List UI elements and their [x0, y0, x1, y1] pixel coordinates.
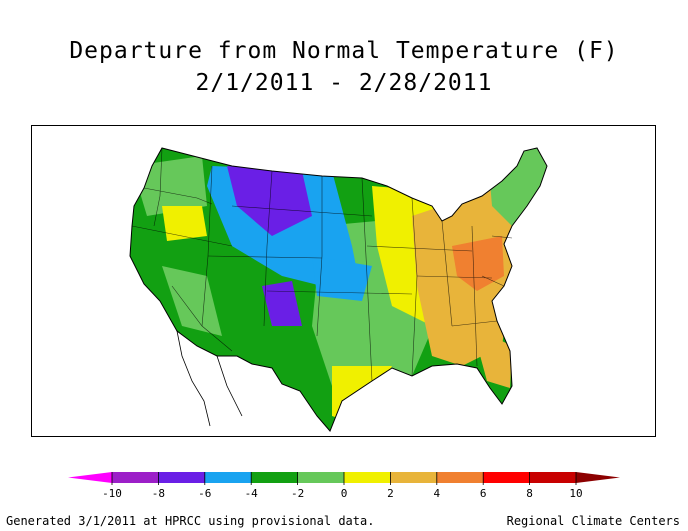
- date-range: 2/1/2011 - 2/28/2011: [195, 70, 493, 96]
- anomaly-region: [227, 166, 312, 236]
- legend-bin: [390, 472, 437, 483]
- footer-generated-note: Generated 3/1/2011 at HPRCC using provis…: [6, 514, 375, 528]
- temperature-anomaly-fill: [130, 148, 547, 431]
- state-boundaries: [131, 147, 513, 382]
- legend-tick-label: 10: [569, 487, 582, 500]
- color-legend: -10 -8 -6 -4 -2 0 2 4 6 8 10: [0, 466, 688, 506]
- anomaly-region: [312, 256, 372, 301]
- anomaly-region: [472, 326, 512, 388]
- legend-tick-label: -10: [102, 487, 122, 500]
- legend-bin: [483, 472, 530, 483]
- legend-tick-label: 4: [433, 487, 440, 500]
- legend-tick-label: -4: [245, 487, 259, 500]
- legend-bin: [529, 472, 576, 483]
- map-panel: [31, 125, 656, 437]
- legend-bin: [158, 472, 205, 483]
- legend-tick-label: -6: [198, 487, 211, 500]
- legend-bin: [251, 472, 298, 483]
- legend-tick-label: 0: [341, 487, 348, 500]
- legend-bin: [344, 472, 391, 483]
- legend-bin: [297, 472, 344, 483]
- legend-tick-label: 6: [480, 487, 487, 500]
- anomaly-region: [332, 366, 392, 426]
- legend-bin-below-min: [68, 472, 112, 483]
- legend-bin-above-max: [576, 472, 620, 483]
- mexico-baja-outline: [176, 330, 243, 427]
- us-temperature-map: [129, 147, 548, 432]
- legend-tick-label: -8: [152, 487, 165, 500]
- legend-bin: [436, 472, 484, 483]
- legend-colorbar: -10 -8 -6 -4 -2 0 2 4 6 8 10: [68, 472, 620, 500]
- legend-bin: [112, 472, 159, 483]
- anomaly-region: [162, 266, 222, 336]
- anomaly-region: [132, 156, 207, 216]
- map-title: Departure from Normal Temperature (F): [69, 38, 619, 64]
- anomaly-region: [162, 206, 207, 241]
- legend-tick-label: 8: [526, 487, 533, 500]
- footer-attribution: Regional Climate Centers: [506, 514, 680, 528]
- us-outline: [129, 147, 548, 432]
- legend-tick-label: 2: [387, 487, 394, 500]
- anomaly-region: [262, 281, 302, 326]
- legend-tick-label: -2: [291, 487, 304, 500]
- legend-bin: [204, 472, 252, 483]
